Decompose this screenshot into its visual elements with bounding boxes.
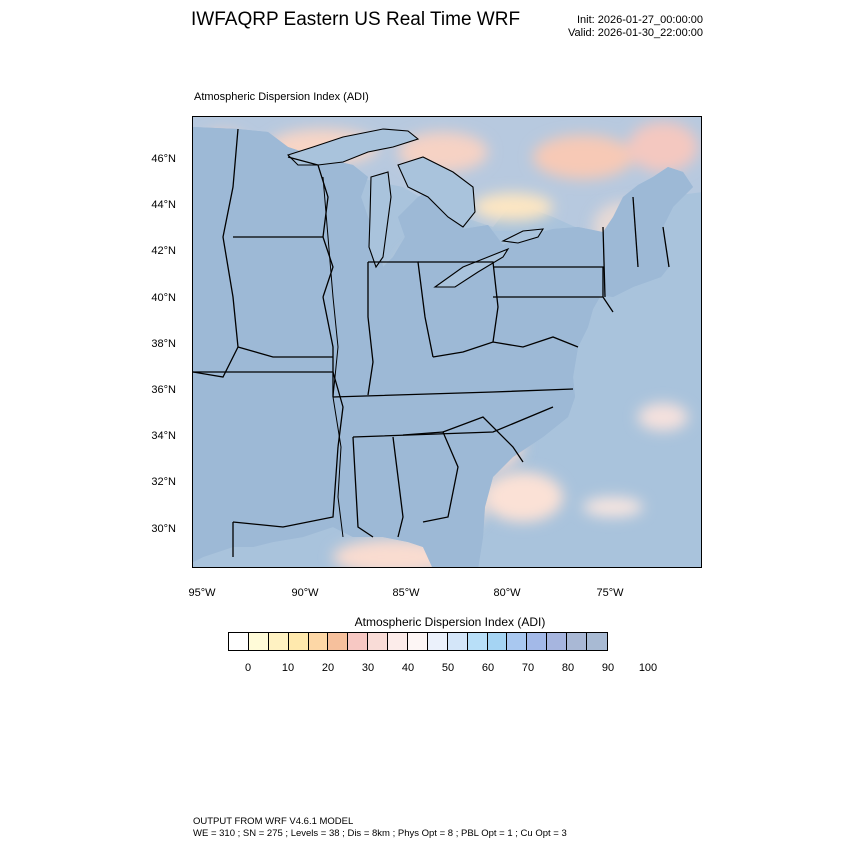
colorbar-box (507, 633, 528, 650)
lat-label: 30°N (151, 523, 176, 535)
colorbar (228, 632, 608, 651)
colorbar-box (447, 633, 468, 650)
colorbar-box (248, 633, 269, 650)
lat-label: 38°N (151, 338, 176, 350)
colorbar-tick-label: 50 (441, 662, 455, 674)
colorbar-box (487, 633, 508, 650)
lat-label: 34°N (151, 430, 176, 442)
colorbar-tick-label: 70 (521, 662, 535, 674)
footer-line-2: WE = 310 ; SN = 275 ; Levels = 38 ; Dis … (193, 828, 567, 839)
colorbar-box (368, 633, 389, 650)
lon-label: 85°W (392, 587, 420, 599)
lon-label: 90°W (291, 587, 319, 599)
map-svg (193, 117, 701, 567)
lon-label: 80°W (493, 587, 521, 599)
great-lakes (286, 128, 545, 288)
colorbar-box (288, 633, 309, 650)
colorbar-box (388, 633, 409, 650)
colorbar-box (427, 633, 448, 650)
colorbar-box (467, 633, 488, 650)
lat-label: 44°N (151, 199, 176, 211)
colorbar-box (527, 633, 548, 650)
colorbar-title: Atmospheric Dispersion Index (ADI) (354, 615, 546, 629)
colorbar-box (567, 633, 588, 650)
colorbar-box (328, 633, 349, 650)
init-time: Init: 2026-01-27_00:00:00 (577, 14, 703, 26)
lat-label: 32°N (151, 476, 176, 488)
river-line (322, 176, 344, 538)
colorbar-tick-label: 90 (601, 662, 615, 674)
colorbar-box (268, 633, 289, 650)
plot-title: IWFAQRP Eastern US Real Time WRF (191, 9, 521, 30)
model-footer: OUTPUT FROM WRF V4.6.1 MODEL WE = 310 ; … (193, 816, 567, 840)
lon-label: 95°W (188, 587, 216, 599)
time-info: Init: 2026-01-27_00:00:00 Valid: 2026-01… (520, 14, 703, 40)
colorbar-box (547, 633, 568, 650)
map-panel (192, 116, 702, 568)
colorbar-tick-label: 80 (561, 662, 575, 674)
colorbar-box (408, 633, 428, 650)
lat-label: 36°N (151, 384, 176, 396)
colorbar-tick-label: 60 (481, 662, 495, 674)
colorbar-tick-label: 40 (401, 662, 415, 674)
colorbar-box (587, 633, 607, 650)
lat-label: 40°N (151, 292, 176, 304)
lat-label: 46°N (151, 153, 176, 165)
colorbar-tick-label: 20 (321, 662, 335, 674)
colorbar-tick-label: 30 (361, 662, 375, 674)
lat-label: 42°N (151, 245, 176, 257)
lon-label: 75°W (596, 587, 624, 599)
colorbar-tick-label: 10 (281, 662, 295, 674)
colorbar-box (348, 633, 369, 650)
colorbar-tick-label: 0 (244, 662, 252, 674)
footer-line-1: OUTPUT FROM WRF V4.6.1 MODEL (193, 816, 354, 827)
valid-time: Valid: 2026-01-30_22:00:00 (568, 27, 703, 39)
colorbar-box (229, 633, 249, 650)
colorbar-tick-label: 100 (638, 662, 658, 674)
field-subtitle: Atmospheric Dispersion Index (ADI) (194, 91, 369, 103)
colorbar-box (308, 633, 329, 650)
state-boundaries (193, 128, 670, 557)
